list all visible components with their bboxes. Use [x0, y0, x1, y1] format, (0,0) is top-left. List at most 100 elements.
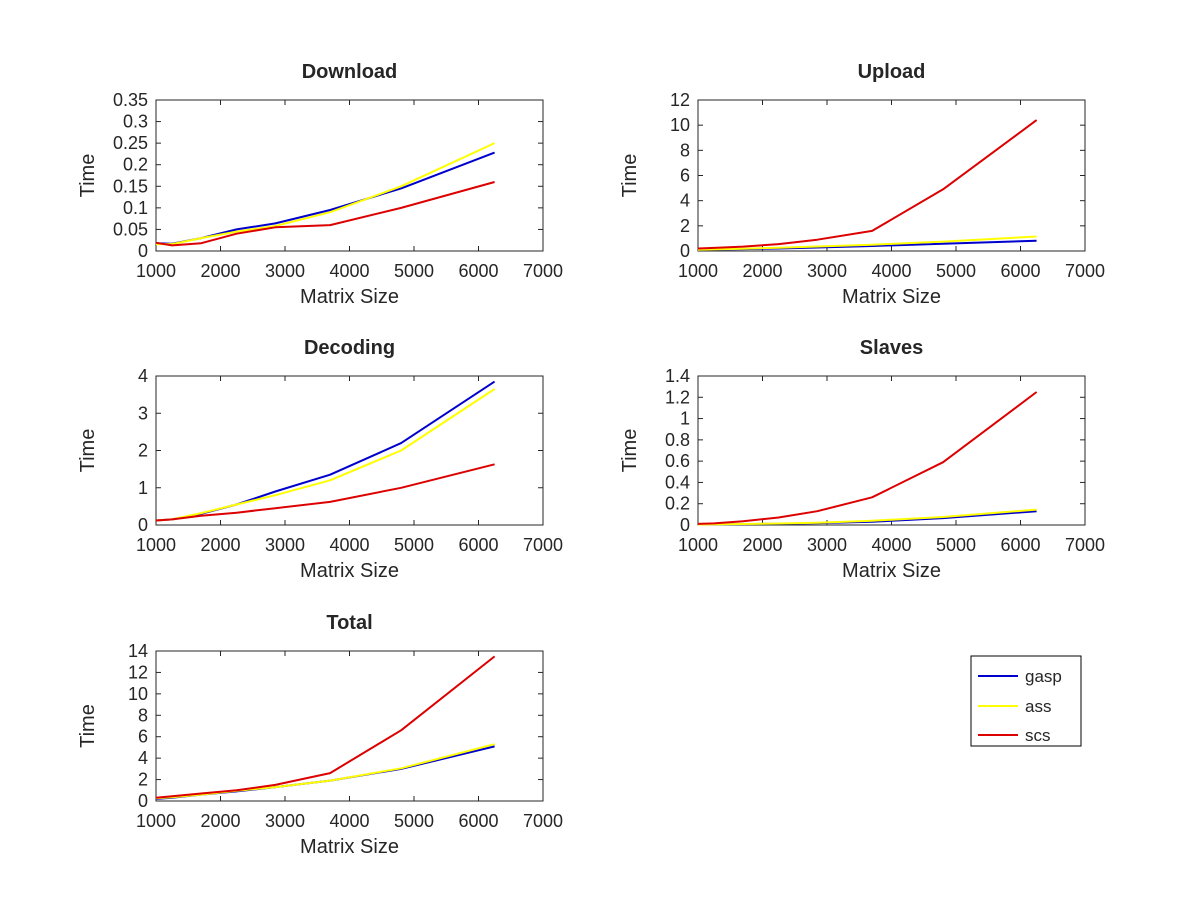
subplot-decoding: 1000 2000 3000 4000 5000 6000 7000 0 1 2 3 4 Decodin… [77, 337, 563, 582]
x-axis-label: Matrix Size [842, 560, 941, 582]
subplot-slaves: 1000 2000 3000 4000 5000 6000 7000 00.20.40.60.… [619, 337, 1105, 582]
y-tick-label: 0 [138, 241, 148, 261]
x-tick-label: 3000 [265, 811, 305, 831]
series-line-scs [155, 655, 496, 799]
x-axis-label: Matrix Size [842, 286, 941, 308]
y-tick-label: 0.2 [123, 155, 148, 175]
series-line-ass [155, 743, 495, 800]
subplot-title: Slaves [860, 337, 923, 359]
y-tick-label: 4 [680, 191, 690, 211]
series-line-scs [155, 463, 495, 522]
x-tick-label: 7000 [523, 535, 563, 555]
axes-frame [155, 650, 544, 802]
x-tick-label: 1000 [678, 535, 718, 555]
y-tick-label: 1.2 [665, 387, 690, 407]
x-tick-label: 5000 [394, 261, 434, 281]
y-tick-label: 14 [128, 641, 148, 661]
legend-label-gasp: gasp [1025, 667, 1062, 686]
y-tick-label: 4 [138, 748, 148, 768]
subplots: 1000 2000 3000 4000 5000 6000 700000.050.10.15… [77, 61, 1105, 858]
y-tick-label: 1 [138, 478, 148, 498]
y-axis-label: Time [77, 704, 99, 748]
x-tick-label: 7000 [523, 261, 563, 281]
axes-frame [155, 99, 544, 252]
x-axis-label: Matrix Size [300, 286, 399, 308]
x-tick-label: 5000 [394, 535, 434, 555]
y-axis-label: Time [77, 429, 99, 473]
x-tick-label: 6000 [458, 261, 498, 281]
x-tick-label: 1000 [136, 535, 176, 555]
x-tick-label: 1000 [136, 811, 176, 831]
y-tick-label: 3 [138, 403, 148, 423]
x-tick-label: 3000 [265, 535, 305, 555]
x-axis-label: Matrix Size [300, 836, 399, 858]
subplot-title: Total [326, 612, 372, 634]
y-tick-label: 0.4 [665, 472, 690, 492]
y-tick-label: 10 [670, 115, 690, 135]
x-tick-label: 4000 [871, 535, 911, 555]
x-axis-label: Matrix Size [300, 560, 399, 582]
y-tick-label: 4 [138, 366, 148, 386]
series-line-ass [697, 508, 1037, 526]
legend-label-ass: ass [1025, 697, 1051, 716]
series-line-scs [697, 119, 1038, 250]
legend-label-scs: scs [1025, 726, 1051, 745]
x-tick-label: 2000 [742, 261, 782, 281]
x-tick-label: 2000 [200, 535, 240, 555]
x-tick-label: 7000 [1065, 535, 1105, 555]
y-tick-label: 0.25 [113, 133, 148, 153]
y-tick-label: 12 [670, 90, 690, 110]
x-tick-label: 6000 [1000, 261, 1040, 281]
y-tick-label: 0 [680, 241, 690, 261]
subplot-download: 1000 2000 3000 4000 5000 6000 7000 00.050.10.15… [77, 61, 563, 308]
x-tick-label: 5000 [936, 261, 976, 281]
subplot-upload: 1000 2000 3000 4000 5000 6000 7000 0 2 4 6 8 10 12 Upl… [619, 61, 1105, 308]
series-line-scs [155, 181, 495, 247]
legend: gasp ass scs [970, 655, 1082, 747]
x-tick-label: 7000 [523, 811, 563, 831]
x-tick-label: 1000 [678, 261, 718, 281]
x-tick-label: 6000 [458, 811, 498, 831]
y-tick-label: 6 [138, 727, 148, 747]
subplot-title: Upload [858, 61, 926, 83]
x-tick-label: 4000 [329, 811, 369, 831]
y-tick-label: 1.4 [665, 366, 690, 386]
y-tick-label: 0.6 [665, 451, 690, 471]
y-axis-label: Time [619, 429, 641, 473]
y-tick-label: 6 [680, 166, 690, 186]
y-tick-label: 10 [128, 684, 148, 704]
y-tick-label: 0.15 [113, 176, 148, 196]
y-tick-label: 2 [138, 770, 148, 790]
y-tick-label: 0 [138, 791, 148, 811]
y-tick-label: 0.35 [113, 90, 148, 110]
x-tick-label: 5000 [936, 535, 976, 555]
x-tick-label: 1000 [136, 261, 176, 281]
x-tick-label: 4000 [871, 261, 911, 281]
series-line-scs [697, 391, 1038, 525]
y-tick-label: 8 [138, 705, 148, 725]
x-tick-label: 3000 [807, 261, 847, 281]
y-tick-label: 2 [138, 441, 148, 461]
y-axis-label: Time [77, 154, 99, 198]
x-tick-label: 7000 [1065, 261, 1105, 281]
axes-frame [697, 99, 1086, 252]
x-tick-label: 4000 [329, 261, 369, 281]
y-tick-label: 0.2 [665, 494, 690, 514]
x-tick-label: 2000 [200, 811, 240, 831]
legend-box [970, 655, 1082, 747]
y-tick-label: 2 [680, 216, 690, 236]
axes-frame [155, 375, 544, 526]
x-tick-label: 2000 [200, 261, 240, 281]
subplot-title: Download [302, 61, 398, 83]
x-tick-label: 6000 [458, 535, 498, 555]
y-tick-label: 8 [680, 140, 690, 160]
subplot-title: Decoding [304, 337, 395, 359]
y-tick-label: 0.8 [665, 430, 690, 450]
series-line-ass [697, 235, 1037, 251]
y-tick-label: 0.3 [123, 112, 148, 132]
x-tick-label: 4000 [329, 535, 369, 555]
y-tick-label: 1 [680, 409, 690, 429]
x-tick-label: 3000 [807, 535, 847, 555]
